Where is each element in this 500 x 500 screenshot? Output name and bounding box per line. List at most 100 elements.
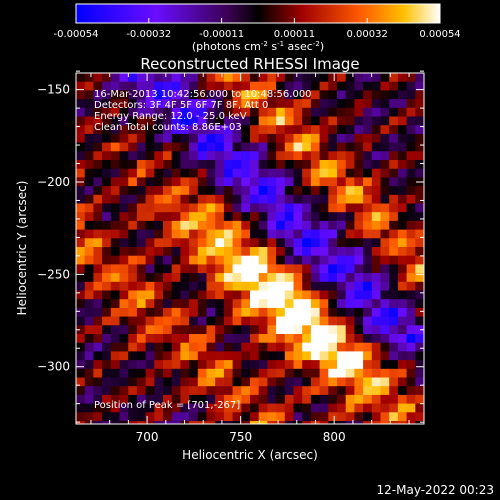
heatmap-cell [180, 325, 190, 335]
heatmap-cell [371, 264, 381, 274]
heatmap-cell [84, 403, 94, 413]
heatmap-cell [163, 73, 173, 83]
heatmap-cell [154, 151, 164, 161]
heatmap-cell [389, 325, 399, 335]
heatmap-cell [232, 334, 242, 344]
heatmap-cell [371, 290, 381, 300]
heatmap-cell [189, 421, 199, 424]
heatmap-cell [223, 255, 233, 265]
heatmap-cell [276, 368, 286, 378]
heatmap-cell [189, 81, 199, 91]
heatmap-cell [345, 212, 355, 222]
heatmap-cell [154, 212, 164, 222]
heatmap-cell [232, 99, 242, 109]
heatmap-cell [223, 264, 233, 274]
heatmap-cell [76, 412, 86, 422]
heatmap-cell [371, 351, 381, 361]
heatmap-cell [189, 334, 199, 344]
colorbar-tick-label: 0.00032 [347, 29, 388, 40]
heatmap-cell [136, 307, 146, 317]
heatmap-cell [284, 90, 294, 100]
heatmap-cell [136, 325, 146, 335]
heatmap-cell [380, 168, 390, 178]
heatmap-cell [128, 125, 138, 135]
heatmap-cell [310, 386, 320, 396]
heatmap-cell [171, 186, 181, 196]
heatmap-cell [267, 133, 277, 143]
heatmap-cell [380, 421, 390, 424]
heatmap-cell [110, 186, 120, 196]
heatmap-cell [197, 133, 207, 143]
heatmap-cell [380, 73, 390, 83]
heatmap-cell [363, 299, 373, 309]
heatmap-cell [250, 90, 260, 100]
heatmap-cell [136, 342, 146, 352]
heatmap-cell [328, 290, 338, 300]
heatmap-cell [397, 281, 407, 291]
heatmap-cell [354, 325, 364, 335]
heatmap-cell [380, 255, 390, 265]
heatmap-cell [267, 368, 277, 378]
heatmap-cell [223, 377, 233, 387]
heatmap-cell [84, 194, 94, 204]
heatmap-cell [206, 177, 216, 187]
heatmap-cell [145, 281, 155, 291]
heatmap-cell [293, 203, 303, 213]
heatmap-cell [250, 81, 260, 91]
heatmap-cell [415, 133, 424, 143]
heatmap-cell [206, 186, 216, 196]
heatmap-cell [276, 412, 286, 422]
heatmap-cell [215, 81, 225, 91]
heatmap-cell [93, 273, 103, 283]
heatmap-cell [354, 421, 364, 424]
heatmap-cell [136, 168, 146, 178]
heatmap-cell [84, 290, 94, 300]
heatmap-cell [189, 316, 199, 326]
annotation-peak: Position of Peak = [701,-267] [94, 400, 240, 411]
heatmap-cell [258, 360, 268, 370]
heatmap-cell [102, 342, 112, 352]
heatmap-cell [397, 307, 407, 317]
heatmap-cell [102, 73, 112, 83]
heatmap-cell [363, 412, 373, 422]
heatmap-cell [258, 73, 268, 83]
heatmap-cell [206, 151, 216, 161]
heatmap-cell [328, 351, 338, 361]
heatmap-cell [284, 290, 294, 300]
heatmap-cell [310, 264, 320, 274]
heatmap-cell [250, 203, 260, 213]
heatmap-cell [380, 116, 390, 126]
heatmap-cell [371, 281, 381, 291]
heatmap-cell [354, 412, 364, 422]
heatmap-cell [84, 334, 94, 344]
heatmap-cell [128, 151, 138, 161]
heatmap-cell [319, 107, 329, 117]
heatmap-cell [389, 255, 399, 265]
heatmap-cell [171, 194, 181, 204]
heatmap-cell [102, 220, 112, 230]
heatmap-cell [380, 290, 390, 300]
heatmap-cell [93, 212, 103, 222]
heatmap-cell [415, 386, 424, 396]
heatmap-cell [284, 212, 294, 222]
heatmap-cell [136, 81, 146, 91]
heatmap-cell [102, 142, 112, 152]
heatmap-cell [232, 212, 242, 222]
heatmap-cell [145, 307, 155, 317]
heatmap-cell [302, 194, 312, 204]
heatmap-cell [302, 186, 312, 196]
heatmap-cell [302, 281, 312, 291]
heatmap-cell [328, 194, 338, 204]
heatmap-cell [232, 238, 242, 248]
heatmap-cell [128, 177, 138, 187]
heatmap-cell [389, 90, 399, 100]
heatmap-cell [102, 394, 112, 404]
heatmap-cell [206, 125, 216, 135]
heatmap-cell [354, 116, 364, 126]
heatmap-cell [163, 194, 173, 204]
heatmap-cell [267, 151, 277, 161]
heatmap-cell [102, 194, 112, 204]
heatmap-cell [163, 133, 173, 143]
heatmap-cell [389, 412, 399, 422]
heatmap-cell [163, 273, 173, 283]
